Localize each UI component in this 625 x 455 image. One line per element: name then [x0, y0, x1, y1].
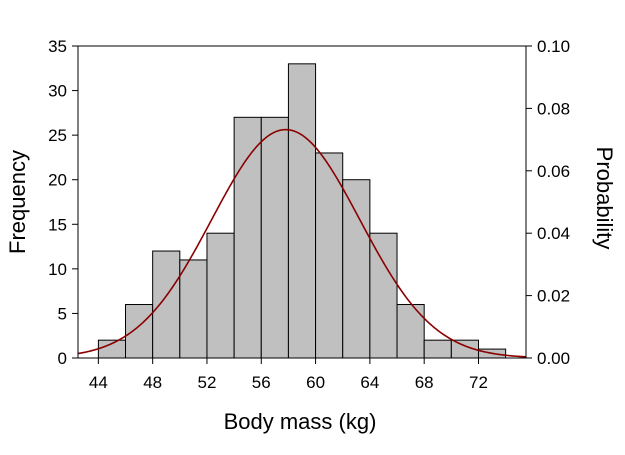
x-tick-label: 52 — [198, 373, 217, 392]
histogram-bar — [179, 259, 208, 359]
x-tick-label: 64 — [360, 373, 379, 392]
y2-tick-label: 0.06 — [537, 162, 570, 181]
histogram-bar — [152, 250, 181, 359]
histogram-bar — [287, 63, 317, 359]
x-tick-label: 56 — [252, 373, 271, 392]
y-tick-label: 30 — [48, 82, 67, 101]
histogram-bar — [396, 304, 425, 359]
y-axis-right: 0.00 0.02 0.04 0.06 0.08 0.10 — [526, 37, 570, 368]
x-axis-title: Body mass (kg) — [224, 409, 377, 434]
x-tick-label: 44 — [89, 373, 108, 392]
y-axis-left: 0 5 10 15 20 25 30 35 — [48, 37, 78, 368]
y-tick-label: 0 — [58, 349, 67, 368]
y2-tick-label: 0.08 — [537, 99, 570, 118]
y-tick-label: 5 — [58, 304, 67, 323]
histogram-bar — [315, 152, 344, 359]
x-tick-label: 48 — [143, 373, 162, 392]
y-tick-label: 35 — [48, 37, 67, 56]
y-axis-title: Frequency — [5, 150, 30, 254]
y2-tick-label: 0.10 — [537, 37, 570, 56]
histogram-bar — [423, 339, 452, 359]
histogram-bar — [125, 304, 154, 359]
y-tick-label: 20 — [48, 171, 67, 190]
probability-curve — [77, 128, 527, 358]
y2-tick-label: 0.04 — [537, 224, 570, 243]
x-tick-label: 72 — [469, 373, 488, 392]
y2-tick-label: 0.00 — [537, 349, 570, 368]
y-tick-label: 15 — [48, 215, 67, 234]
y2-tick-label: 0.02 — [537, 287, 570, 306]
histogram-bar — [260, 116, 289, 359]
histogram-bar — [233, 116, 262, 359]
y-tick-label: 25 — [48, 126, 67, 145]
plot-frame — [77, 45, 527, 359]
x-tick-label: 60 — [306, 373, 325, 392]
bars-group — [97, 63, 507, 359]
y2-axis-title: Probability — [592, 147, 617, 250]
histogram-bar — [342, 179, 371, 359]
x-tick-label: 68 — [415, 373, 434, 392]
histogram-bar — [369, 232, 398, 359]
x-axis: 44 48 52 56 60 64 68 72 — [89, 358, 488, 392]
histogram-bar — [206, 232, 235, 359]
y-tick-label: 10 — [48, 260, 67, 279]
